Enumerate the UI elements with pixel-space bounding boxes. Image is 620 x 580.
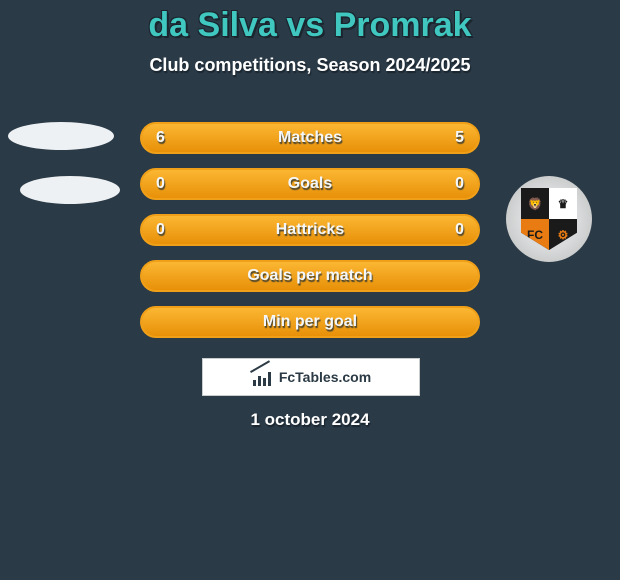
- subtitle: Club competitions, Season 2024/2025: [0, 55, 620, 76]
- stat-label: Goals: [186, 175, 434, 193]
- stat-label: Min per goal: [186, 313, 434, 331]
- stat-right-value: 0: [434, 221, 464, 239]
- stat-label: Matches: [186, 129, 434, 147]
- stat-left-value: 0: [156, 175, 186, 193]
- chart-icon: [251, 368, 273, 386]
- stat-left-value: 6: [156, 129, 186, 147]
- stat-right-value: 5: [434, 129, 464, 147]
- stat-row-hattricks: 0 Hattricks 0: [140, 214, 480, 246]
- player-left-ellipse-2: [20, 176, 120, 204]
- stat-left-value: 0: [156, 221, 186, 239]
- fctables-label: FcTables.com: [279, 369, 371, 385]
- player-right-club-badge: 🦁 ♛ FC ⚙: [506, 176, 592, 262]
- stat-row-goals-per-match: Goals per match: [140, 260, 480, 292]
- shield-icon: 🦁 ♛ FC ⚙: [521, 188, 577, 250]
- stat-row-matches: 6 Matches 5: [140, 122, 480, 154]
- fctables-link[interactable]: FcTables.com: [202, 358, 420, 396]
- stat-label: Goals per match: [186, 267, 434, 285]
- stat-row-goals: 0 Goals 0: [140, 168, 480, 200]
- date-label: 1 october 2024: [0, 410, 620, 430]
- stat-row-min-per-goal: Min per goal: [140, 306, 480, 338]
- player-left-ellipse-1: [8, 122, 114, 150]
- stat-label: Hattricks: [186, 221, 434, 239]
- stat-right-value: 0: [434, 175, 464, 193]
- page-title: da Silva vs Promrak: [0, 0, 620, 45]
